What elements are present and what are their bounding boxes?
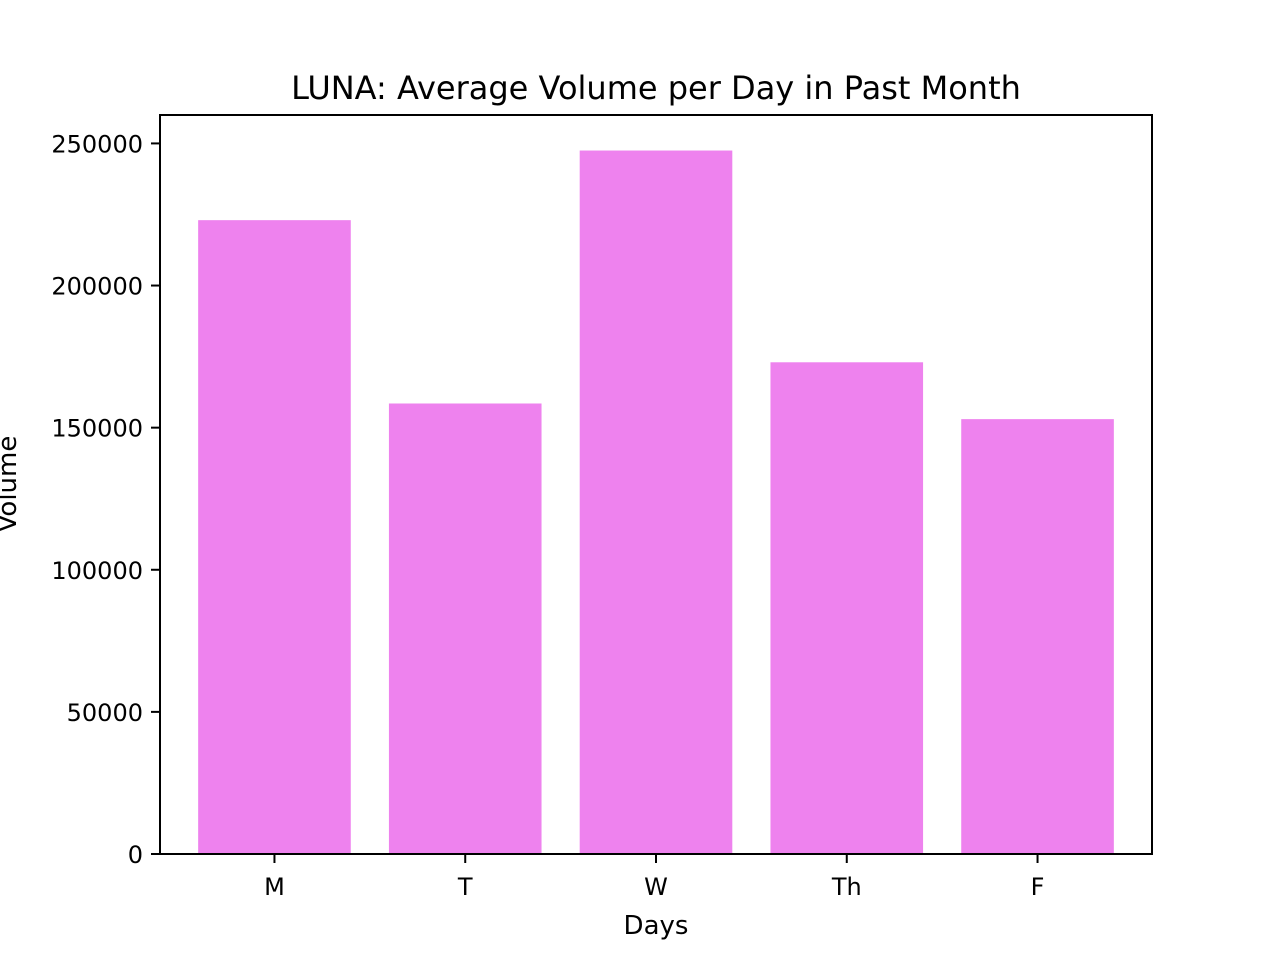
y-axis-label: Volume	[0, 436, 23, 533]
y-tick-label: 0	[128, 841, 143, 869]
bar-f	[961, 419, 1114, 854]
x-axis-label: Days	[624, 911, 689, 941]
bar-t	[388, 403, 542, 854]
x-tick-label: M	[264, 873, 285, 901]
x-tick-label: W	[644, 873, 668, 901]
x-axis-ticks: M T W Th F	[264, 854, 1044, 901]
y-tick-label: 100000	[51, 557, 143, 585]
x-tick-label: F	[1031, 873, 1045, 901]
chart-title: LUNA: Average Volume per Day in Past Mon…	[291, 69, 1021, 107]
bars-group	[198, 150, 1114, 855]
x-tick-label: Th	[831, 873, 862, 901]
y-tick-label: 250000	[51, 130, 143, 158]
bar-w	[579, 150, 733, 855]
y-axis-ticks: 0 50000 100000 150000 200000 250000	[51, 130, 160, 869]
bar-m	[198, 220, 351, 854]
x-tick-label: T	[457, 873, 473, 901]
plot-frame	[159, 114, 1153, 855]
bar-th	[770, 362, 924, 854]
y-tick-label: 50000	[67, 699, 143, 727]
y-tick-label: 150000	[51, 415, 143, 443]
y-tick-label: 200000	[51, 273, 143, 301]
